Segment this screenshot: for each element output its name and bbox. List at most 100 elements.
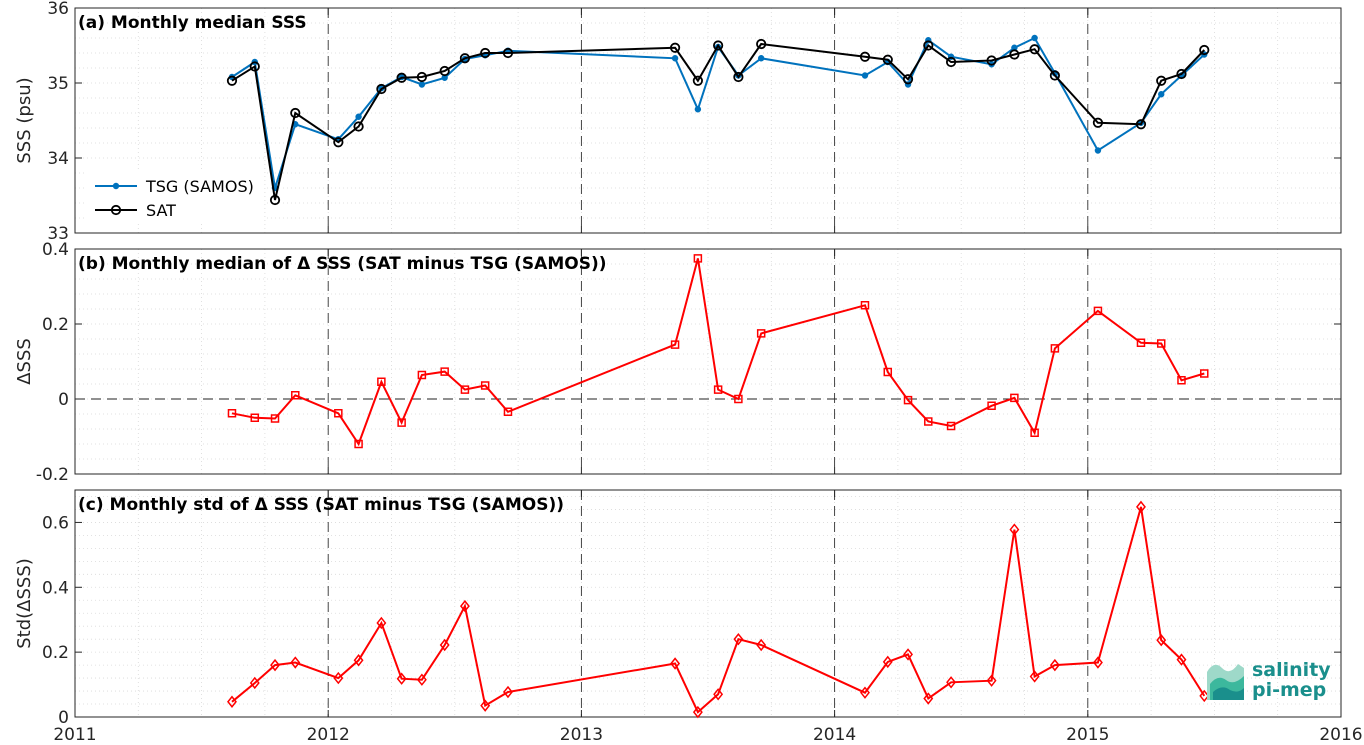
- legend-marker: [110, 204, 122, 216]
- data-point: [669, 42, 681, 53]
- data-point: [882, 655, 893, 669]
- data-point: [1156, 339, 1166, 348]
- data-point: [1135, 119, 1147, 130]
- y-tick-label: 0.4: [42, 578, 69, 598]
- data-point: [396, 672, 407, 685]
- y-axis-label: SSS (psu): [14, 77, 35, 163]
- data-point: [1009, 49, 1020, 60]
- data-point: [503, 685, 513, 699]
- data-point: [670, 340, 680, 349]
- series-0: [227, 500, 1210, 719]
- data-point: [353, 121, 364, 132]
- data-point: [1009, 523, 1020, 536]
- panel-title: (c) Monthly std of Δ SSS (SAT minus TSG …: [78, 495, 564, 515]
- data-point: [883, 367, 893, 377]
- data-point: [353, 654, 364, 667]
- data-point: [480, 47, 491, 59]
- data-point: [671, 55, 679, 62]
- logo: salinity pi-mep: [1207, 659, 1331, 701]
- data-point: [1136, 500, 1146, 514]
- data-point: [1092, 656, 1103, 669]
- data-point: [416, 71, 427, 83]
- data-point: [692, 75, 703, 86]
- data-point: [1200, 369, 1209, 378]
- data-point: [396, 72, 407, 83]
- data-point: [1029, 670, 1040, 683]
- data-point: [333, 137, 344, 148]
- data-point: [733, 71, 744, 83]
- data-point: [459, 599, 470, 613]
- data-point: [269, 194, 281, 206]
- data-point: [945, 56, 957, 68]
- series-line: [231, 36, 1205, 189]
- data-point: [903, 395, 913, 405]
- data-point: [924, 417, 933, 426]
- y-tick-label: 36: [47, 0, 69, 19]
- logo-line1: salinity: [1252, 659, 1331, 681]
- data-point: [270, 658, 280, 672]
- data-point: [859, 51, 871, 62]
- data-point: [923, 692, 934, 705]
- legend-marker: [112, 182, 120, 190]
- legend: TSG (SAMOS) SAT: [84, 172, 264, 222]
- data-point: [756, 38, 767, 50]
- data-point: [860, 686, 870, 699]
- data-point: [249, 676, 260, 690]
- data-point: [670, 657, 681, 670]
- data-point: [227, 409, 237, 418]
- data-point: [1136, 338, 1146, 347]
- data-point: [503, 407, 513, 416]
- data-point: [440, 367, 449, 376]
- data-point: [946, 676, 957, 689]
- data-point: [923, 40, 934, 51]
- data-point: [987, 401, 996, 410]
- series-line: [231, 258, 1205, 447]
- data-point: [480, 381, 490, 390]
- data-point: [882, 54, 893, 65]
- series-line: [231, 506, 1206, 714]
- x-tick-label: 2014: [813, 725, 856, 745]
- y-tick-label: 0: [58, 390, 69, 410]
- data-point: [1176, 653, 1187, 666]
- data-point: [1093, 306, 1103, 316]
- data-point: [1049, 658, 1060, 672]
- data-point: [756, 329, 766, 338]
- data-point: [902, 74, 914, 85]
- y-tick-label: 35: [47, 74, 69, 94]
- data-point: [756, 638, 767, 652]
- data-point: [734, 394, 743, 404]
- data-point: [226, 75, 238, 86]
- data-point: [227, 695, 237, 708]
- x-tick-label: 2015: [1066, 725, 1109, 745]
- y-tick-label: -0.2: [36, 465, 69, 485]
- x-tick-label: 2016: [1319, 725, 1362, 745]
- data-point: [291, 391, 300, 400]
- data-point: [1031, 34, 1038, 42]
- data-point: [757, 55, 765, 62]
- y-tick-label: 0.2: [42, 315, 69, 335]
- data-point: [459, 53, 471, 64]
- axes-box: [74, 248, 1342, 475]
- series-0: [227, 254, 1209, 449]
- data-point: [1049, 70, 1060, 81]
- y-tick-label: 34: [47, 149, 69, 169]
- data-point: [376, 83, 387, 95]
- data-point: [861, 72, 869, 79]
- data-point: [441, 74, 448, 81]
- data-point: [1176, 68, 1187, 80]
- data-point: [946, 421, 956, 431]
- data-point: [290, 656, 301, 669]
- x-tick-label: 2012: [307, 725, 350, 745]
- data-point: [460, 385, 470, 394]
- data-point: [418, 81, 426, 88]
- data-point: [439, 638, 450, 652]
- data-point: [354, 439, 363, 449]
- data-point: [1010, 393, 1019, 403]
- data-point: [860, 301, 870, 310]
- data-point: [713, 385, 723, 394]
- logo-line2: pi-mep: [1252, 679, 1326, 701]
- y-tick-label: 0: [58, 708, 69, 728]
- data-point: [377, 377, 386, 386]
- series-1: [226, 38, 1210, 206]
- data-point: [502, 47, 514, 59]
